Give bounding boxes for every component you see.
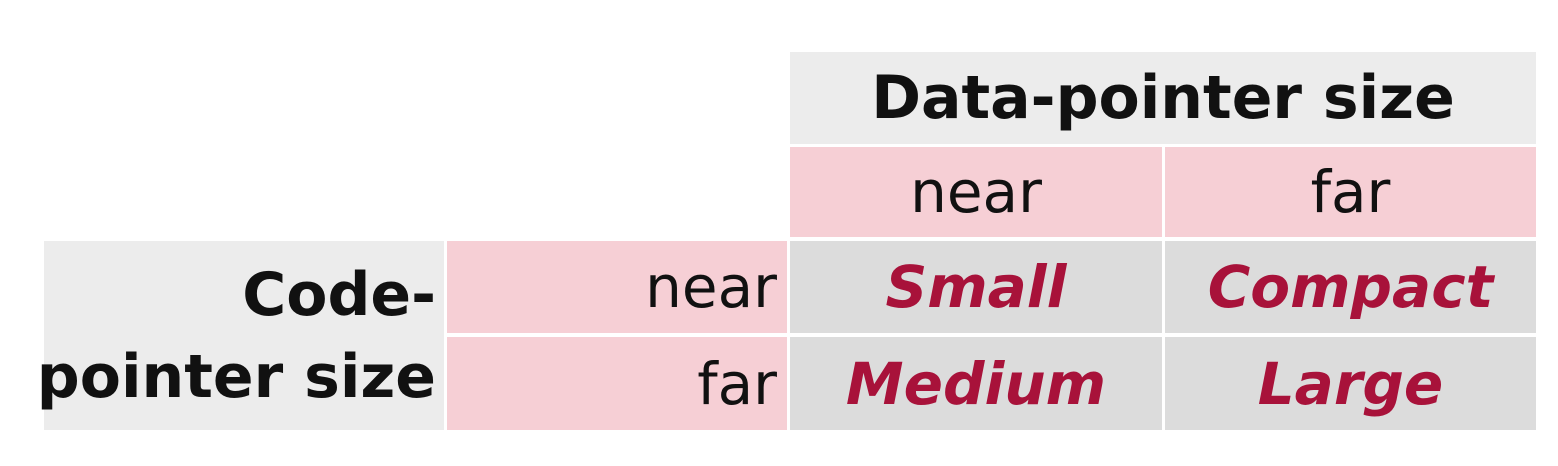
- data-pointer-size-header: Data-pointer size: [790, 52, 1536, 144]
- code-pointer-size-line2: pointer size: [36, 342, 436, 412]
- cell-large: Large: [1165, 337, 1536, 430]
- column-header-far-label: far: [1310, 158, 1391, 226]
- cell-medium: Medium: [790, 337, 1162, 430]
- cell-medium-value: Medium: [845, 349, 1107, 418]
- data-pointer-size-label: Data-pointer size: [871, 63, 1455, 133]
- row-header-far-label: far: [697, 349, 777, 418]
- column-header-near-label: near: [910, 158, 1042, 226]
- cell-small-value: Small: [885, 253, 1067, 321]
- row-header-near-label: near: [645, 253, 777, 321]
- code-pointer-size-header: Code- pointer size: [37, 241, 444, 430]
- row-header-near: near: [447, 241, 787, 333]
- column-header-far: far: [1165, 147, 1536, 237]
- row-header-far: far: [447, 337, 787, 430]
- code-pointer-size-line1: Code-: [242, 260, 436, 330]
- cell-compact-value: Compact: [1207, 253, 1494, 321]
- cell-large-value: Large: [1257, 349, 1444, 418]
- cell-compact: Compact: [1165, 241, 1536, 333]
- column-header-near: near: [790, 147, 1162, 237]
- cell-small: Small: [790, 241, 1162, 333]
